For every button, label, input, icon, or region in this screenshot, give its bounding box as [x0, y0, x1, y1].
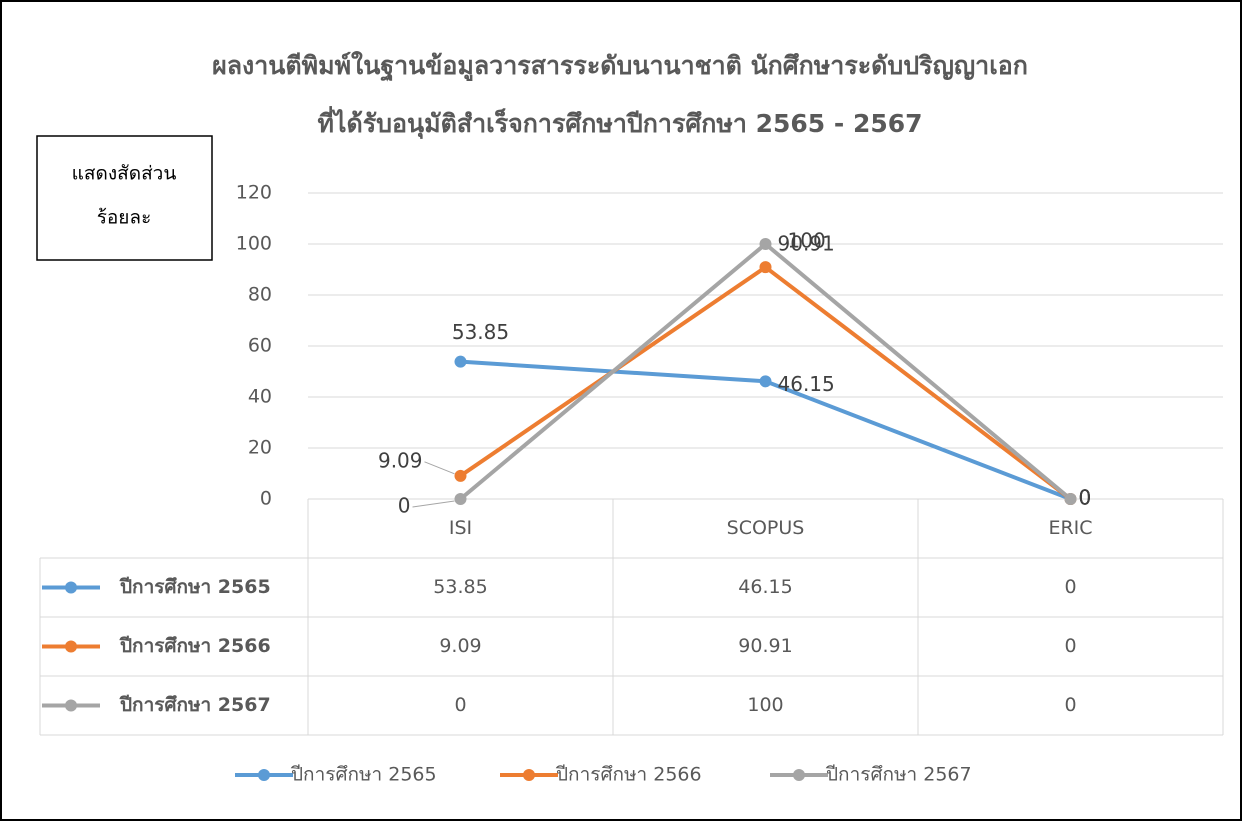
legend-key	[523, 769, 535, 781]
y-tick-label: 100	[236, 233, 272, 255]
marker	[454, 493, 467, 505]
table-value: 53.85	[433, 576, 487, 598]
table-value: 100	[747, 694, 783, 716]
marker	[1064, 493, 1077, 505]
marker	[759, 238, 772, 250]
table-value: 46.15	[738, 576, 792, 598]
marker	[454, 469, 467, 482]
legend-key	[65, 640, 77, 653]
data-label: 0	[398, 494, 411, 518]
marker	[759, 261, 772, 274]
legend-key	[258, 769, 270, 781]
data-label: 46.15	[778, 372, 835, 396]
legend-label: ปีการศึกษา 2565	[290, 764, 436, 786]
table-series-name: ปีการศึกษา 2565	[119, 576, 270, 598]
leader-line	[424, 461, 455, 475]
table-value: 9.09	[439, 635, 481, 657]
data-label: 100	[788, 229, 826, 253]
leader-line	[412, 500, 455, 508]
data-label: 0	[1079, 486, 1092, 510]
table-value: 0	[1064, 635, 1076, 657]
data-label: 9.09	[378, 448, 423, 472]
annotation: ร้อยละ	[97, 207, 152, 229]
legend-label: ปีการศึกษา 2566	[555, 764, 701, 786]
y-tick-label: 80	[248, 284, 272, 306]
marker	[454, 355, 467, 368]
data-label: 90.91	[778, 232, 835, 256]
legend-label: ปีการศึกษา 2567	[825, 764, 971, 786]
marker	[759, 375, 772, 388]
x-tick-label: ERIC	[1048, 517, 1092, 539]
table-value: 0	[1064, 694, 1076, 716]
y-tick-label: 20	[248, 437, 272, 459]
data-label: 0	[1079, 486, 1092, 510]
x-tick-label: ISI	[449, 517, 472, 539]
legend-key	[65, 699, 77, 712]
table-series-name: ปีการศึกษา 2566	[119, 635, 270, 657]
chart-title: ผลงานตีพิมพ์ในฐานข้อมูลวารสารระดับนานาชา…	[212, 50, 1028, 82]
x-tick-label: SCOPUS	[727, 517, 805, 539]
annotation: แสดงสัดส่วน	[72, 163, 177, 185]
y-tick-label: 60	[248, 335, 272, 357]
table-value: 0	[454, 694, 466, 716]
data-label: 53.85	[452, 320, 509, 344]
table-value: 0	[1064, 576, 1076, 598]
legend-key	[65, 581, 77, 594]
annotation-box	[36, 135, 213, 261]
y-tick-label: 0	[260, 488, 272, 510]
table-series-name: ปีการศึกษา 2567	[119, 694, 270, 716]
data-label: 0	[1079, 486, 1092, 510]
legend-key	[793, 769, 805, 781]
y-tick-label: 40	[248, 386, 272, 408]
table-value: 90.91	[738, 635, 792, 657]
chart-title: ที่ได้รับอนุมัติสำเร็จการศึกษาปีการศึกษา…	[317, 106, 922, 140]
y-tick-label: 120	[236, 182, 272, 204]
